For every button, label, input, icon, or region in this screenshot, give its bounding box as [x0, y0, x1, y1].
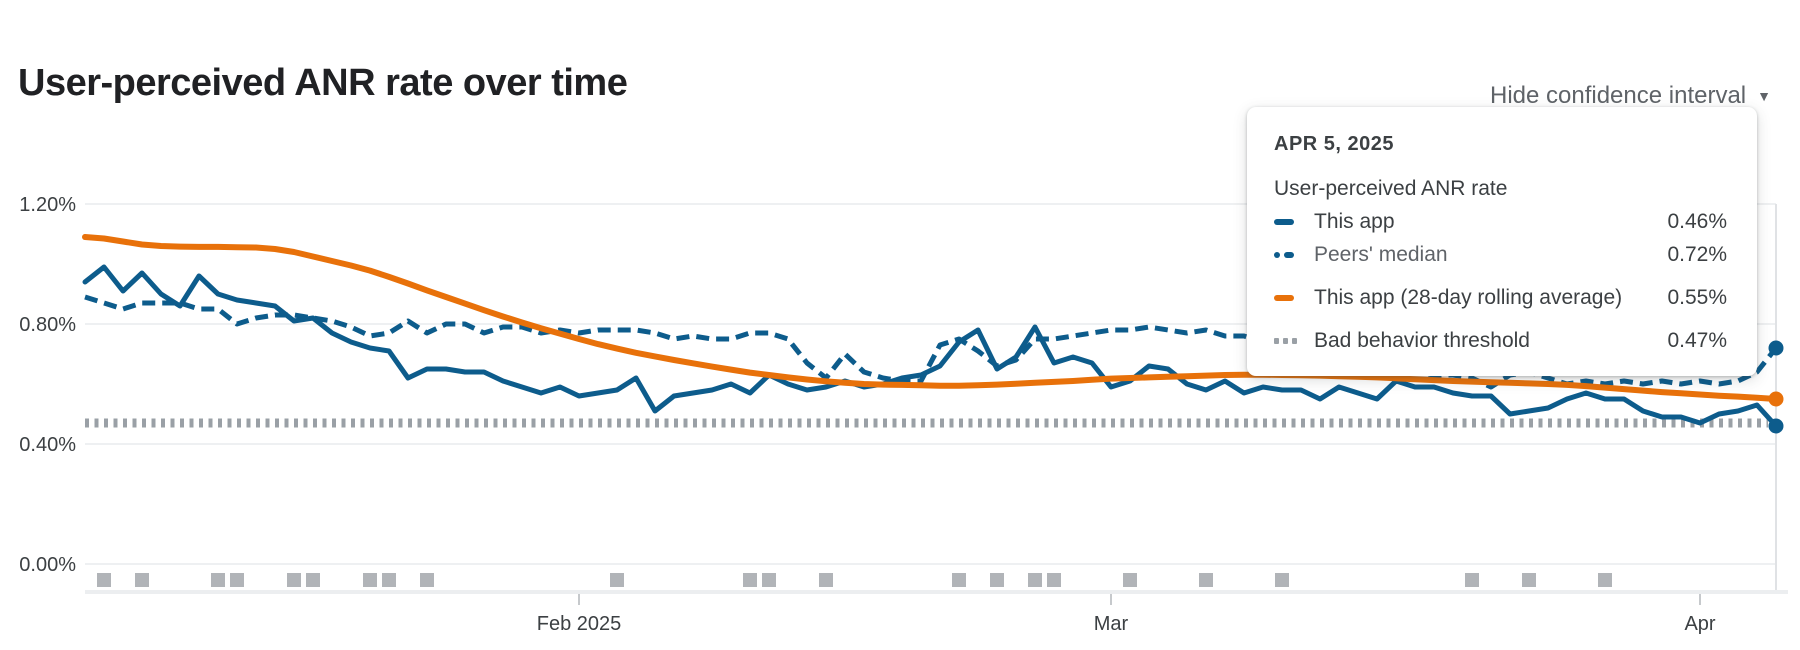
rolling-average-line-swatch-icon: [1274, 295, 1314, 301]
release-marker[interactable]: [382, 573, 396, 587]
this-app-line-swatch-icon: [1274, 219, 1314, 225]
release-marker[interactable]: [230, 573, 244, 587]
release-marker[interactable]: [97, 573, 111, 587]
x-axis-line: [85, 590, 1788, 594]
x-axis-label: Apr: [1684, 613, 1715, 635]
hover-point-dot: [1768, 340, 1784, 356]
tooltip-row-rolling-average: This app (28-day rolling average) 0.55%: [1274, 286, 1727, 310]
series-this-app: [82, 264, 1779, 429]
release-marker[interactable]: [1522, 573, 1536, 587]
y-axis-label: 0.00%: [19, 554, 76, 576]
tooltip-row-label: Peers' median: [1314, 243, 1448, 266]
release-marker[interactable]: [1275, 573, 1289, 587]
x-axis-label: Feb 2025: [537, 613, 622, 635]
threshold-dotted-swatch-icon: [1274, 338, 1314, 344]
tooltip-row-value: 0.47%: [1667, 329, 1727, 352]
tooltip-metric-title: User-perceived ANR rate: [1274, 177, 1508, 200]
tooltip-row-bad-behavior-threshold: Bad behavior threshold 0.47%: [1274, 329, 1727, 353]
chart-tooltip: APR 5, 2025 User-perceived ANR rate This…: [1247, 107, 1757, 376]
hover-point-dot: [1768, 391, 1784, 407]
release-marker[interactable]: [990, 573, 1004, 587]
tooltip-row-label: Bad behavior threshold: [1314, 329, 1530, 352]
release-marker[interactable]: [1465, 573, 1479, 587]
release-marker[interactable]: [306, 573, 320, 587]
tooltip-row-value: 0.55%: [1667, 286, 1727, 309]
tooltip-row-value: 0.72%: [1667, 243, 1727, 266]
release-marker[interactable]: [363, 573, 377, 587]
x-axis-label: Mar: [1094, 613, 1129, 635]
tooltip-row-label: This app (28-day rolling average): [1314, 286, 1623, 309]
y-axis-label: 1.20%: [19, 194, 76, 216]
tooltip-row-this-app: This app 0.46%: [1274, 210, 1727, 234]
hover-point-dot: [1768, 418, 1784, 434]
page-title: User-perceived ANR rate over time: [18, 62, 628, 104]
release-marker[interactable]: [135, 573, 149, 587]
release-marker[interactable]: [420, 573, 434, 587]
tooltip-row-peers-median: Peers' median 0.72%: [1274, 243, 1727, 267]
tooltip-row-value: 0.46%: [1667, 210, 1727, 233]
release-marker[interactable]: [1123, 573, 1137, 587]
release-marker[interactable]: [952, 573, 966, 587]
confidence-interval-label: Hide confidence interval: [1489, 82, 1747, 109]
release-marker[interactable]: [819, 573, 833, 587]
release-marker[interactable]: [1199, 573, 1213, 587]
peers-median-dashed-swatch-icon: [1274, 252, 1314, 258]
release-marker[interactable]: [1047, 573, 1061, 587]
tooltip-row-label: This app: [1314, 210, 1395, 233]
series-rolling-average: [82, 234, 1779, 402]
release-marker[interactable]: [1028, 573, 1042, 587]
y-axis-label: 0.80%: [19, 314, 76, 336]
confidence-interval-dropdown[interactable]: Hide confidence interval ▼: [1490, 82, 1771, 110]
release-marker[interactable]: [211, 573, 225, 587]
release-marker[interactable]: [1598, 573, 1612, 587]
tooltip-date: APR 5, 2025: [1274, 133, 1395, 155]
release-marker[interactable]: [743, 573, 757, 587]
release-marker[interactable]: [762, 573, 776, 587]
release-marker[interactable]: [287, 573, 301, 587]
y-axis-label: 0.40%: [19, 434, 76, 456]
caret-down-icon: ▼: [1757, 88, 1771, 104]
release-marker[interactable]: [610, 573, 624, 587]
